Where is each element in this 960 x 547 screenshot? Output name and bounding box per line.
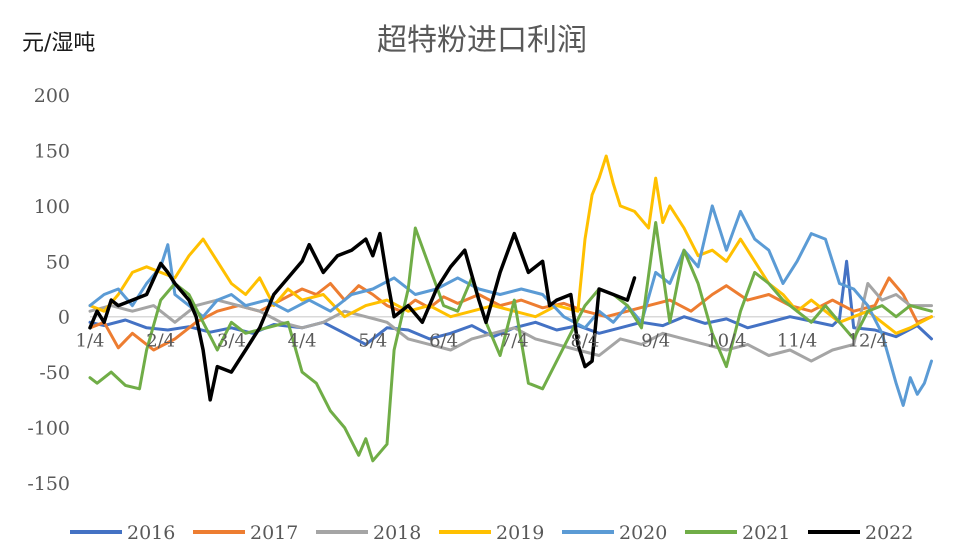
x-tick-label: 9/4 bbox=[641, 331, 670, 352]
x-tick-label: 1/4 bbox=[76, 331, 105, 352]
x-tick-label: 11/4 bbox=[777, 331, 817, 352]
legend: 2016 2017 2018 2019 2020 2021 2022 bbox=[70, 522, 913, 544]
y-tick-label: 200 bbox=[34, 85, 70, 107]
y-tick-label: -100 bbox=[27, 418, 70, 440]
x-tick-label: 6/4 bbox=[429, 331, 458, 352]
y-tick-label: 100 bbox=[34, 196, 70, 218]
y-tick-label: -50 bbox=[39, 362, 70, 384]
x-axis-ticks: 1/4 2/4 3/4 4/4 5/4 6/4 7/4 8/4 9/4 10/4 11/4 12/4 bbox=[76, 331, 889, 352]
chart-title: 超特粉进口利润 bbox=[377, 23, 587, 58]
series-line-2018 bbox=[88, 282, 933, 363]
y-tick-label: 50 bbox=[46, 251, 70, 273]
y-tick-label: 150 bbox=[34, 140, 70, 162]
x-tick-label: 8/4 bbox=[570, 331, 599, 352]
legend-label-2019: 2019 bbox=[496, 522, 544, 544]
x-tick-label: 5/4 bbox=[358, 331, 387, 352]
y-tick-label: 0 bbox=[58, 307, 70, 329]
legend-label-2018: 2018 bbox=[373, 522, 421, 544]
legend-label-2022: 2022 bbox=[865, 522, 913, 544]
series-line-2021 bbox=[88, 221, 933, 463]
series-line-2022 bbox=[88, 231, 637, 402]
x-tick-label: 2/4 bbox=[146, 331, 175, 352]
series-line-2016 bbox=[88, 259, 933, 346]
y-axis-ticks: 200 150 100 50 0 -50 -100 -150 bbox=[27, 85, 70, 495]
y-tick-label: -150 bbox=[27, 473, 70, 495]
series-lines bbox=[88, 154, 933, 463]
legend-label-2017: 2017 bbox=[250, 522, 298, 544]
x-tick-label: 10/4 bbox=[706, 331, 746, 352]
legend-label-2020: 2020 bbox=[619, 522, 667, 544]
x-tick-label: 7/4 bbox=[500, 331, 529, 352]
x-tick-label: 12/4 bbox=[848, 331, 888, 352]
series-line-2019 bbox=[88, 154, 933, 335]
x-tick-label: 3/4 bbox=[217, 331, 246, 352]
y-axis-unit: 元/湿吨 bbox=[22, 31, 95, 56]
legend-label-2016: 2016 bbox=[127, 522, 175, 544]
x-tick-label: 4/4 bbox=[288, 331, 317, 352]
legend-label-2021: 2021 bbox=[742, 522, 790, 544]
